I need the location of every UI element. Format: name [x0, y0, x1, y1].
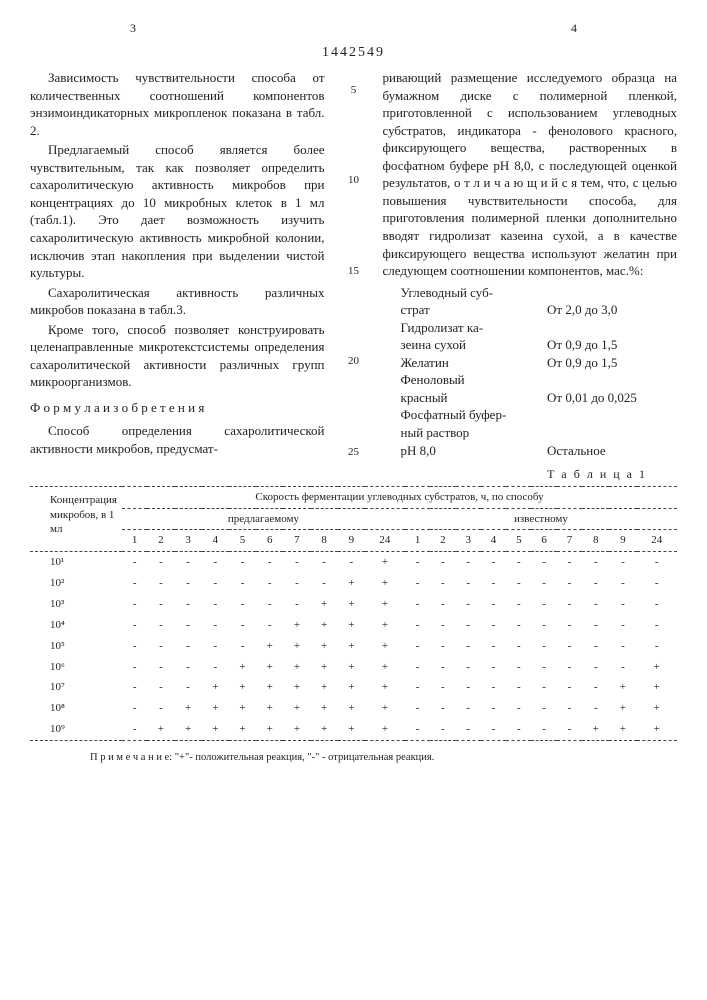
- page-num-left: 3: [130, 20, 136, 36]
- line-num: 25: [345, 445, 363, 460]
- component-row: рН 8,0Остальное: [383, 442, 678, 460]
- component-value: От 0,01 до 0,025: [547, 389, 677, 407]
- component-name: страт: [401, 301, 548, 319]
- table-row: 10¹---------+----------: [30, 552, 677, 573]
- left-column: Зависимость чувствительности способа от …: [30, 69, 325, 459]
- component-row: Гидролизат ка-: [383, 319, 678, 337]
- component-value: От 2,0 до 3,0: [547, 301, 677, 319]
- component-value: [547, 284, 677, 302]
- component-name: зеина сухой: [401, 336, 548, 354]
- component-name: Желатин: [401, 354, 548, 372]
- component-value: От 0,9 до 1,5: [547, 354, 677, 372]
- component-name: ный раствор: [401, 424, 548, 442]
- component-value: Остальное: [547, 442, 677, 460]
- table-row: 10⁵-----+++++----------: [30, 636, 677, 657]
- component-row: стратОт 2,0 до 3,0: [383, 301, 678, 319]
- table-row: 10⁷---+++++++--------++: [30, 677, 677, 698]
- component-row: зеина сухойОт 0,9 до 1,5: [383, 336, 678, 354]
- component-value: [547, 319, 677, 337]
- table-row: 10⁴------++++----------: [30, 615, 677, 636]
- line-num: 20: [345, 354, 363, 369]
- component-value: От 0,9 до 1,5: [547, 336, 677, 354]
- line-num: 10: [345, 173, 363, 188]
- component-name: Феноловый: [401, 371, 548, 389]
- component-name: рН 8,0: [401, 442, 548, 460]
- page-num-right: 4: [571, 20, 577, 36]
- component-row: ный раствор: [383, 424, 678, 442]
- table-row: 10⁹-+++++++++-------+++: [30, 719, 677, 740]
- para: Предлагаемый способ является более чувст…: [30, 141, 325, 281]
- line-numbers: 5 10 15 20 25: [345, 69, 363, 459]
- formula-heading: Ф о р м у л а и з о б р е т е н и я: [30, 399, 325, 417]
- component-value: [547, 371, 677, 389]
- components-list: Углеводный суб-стратОт 2,0 до 3,0Гидроли…: [383, 284, 678, 459]
- component-row: Феноловый: [383, 371, 678, 389]
- table-footnote: П р и м е ч а н и е: "+"- положительная …: [30, 751, 677, 765]
- formula-start: Способ определения сахаролитической акти…: [30, 422, 325, 457]
- right-text: ривающий размещение исследуемого образца…: [383, 69, 678, 280]
- component-row: красныйОт 0,01 до 0,025: [383, 389, 678, 407]
- table-row: 10⁶----++++++---------+: [30, 657, 677, 678]
- component-row: Фосфатный буфер-: [383, 406, 678, 424]
- component-name: красный: [401, 389, 548, 407]
- patent-number: 1442549: [30, 44, 677, 63]
- line-num: 5: [345, 83, 363, 98]
- line-num: 15: [345, 264, 363, 279]
- table-caption: Т а б л и ц а 1: [30, 466, 647, 482]
- para: Сахаролитическая активность различных ми…: [30, 284, 325, 319]
- component-value: [547, 406, 677, 424]
- component-row: Углеводный суб-: [383, 284, 678, 302]
- component-row: ЖелатинОт 0,9 до 1,5: [383, 354, 678, 372]
- table-row: 10²--------++----------: [30, 573, 677, 594]
- right-column: ривающий размещение исследуемого образца…: [383, 69, 678, 459]
- component-name: Углеводный суб-: [401, 284, 548, 302]
- data-table: Концентрация микробов, в 1 мл Скорость ф…: [30, 486, 677, 741]
- table-row: 10³-------+++----------: [30, 594, 677, 615]
- para: Кроме того, способ позволяет конструиров…: [30, 321, 325, 391]
- table-row: 10⁸--++++++++--------++: [30, 698, 677, 719]
- component-name: Гидролизат ка-: [401, 319, 548, 337]
- para: Зависимость чувствительности способа от …: [30, 69, 325, 139]
- component-name: Фосфатный буфер-: [401, 406, 548, 424]
- component-value: [547, 424, 677, 442]
